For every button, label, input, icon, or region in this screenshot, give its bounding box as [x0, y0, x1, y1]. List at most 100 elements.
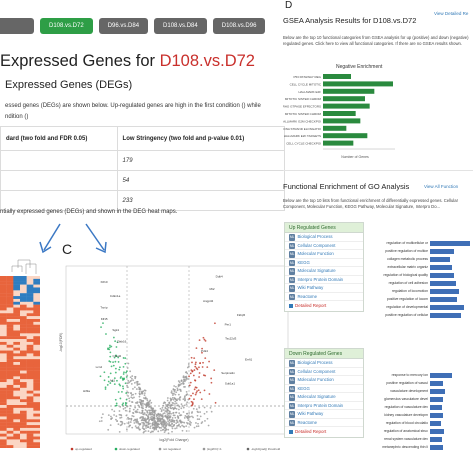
- go-category-link[interactable]: ML Molecular Function: [285, 250, 363, 259]
- go-bar-row: collagen metabolic process: [368, 256, 474, 264]
- volcano-point: [183, 379, 186, 381]
- go-category-link[interactable]: ML Cellular Component: [285, 368, 363, 376]
- volcano-point: [126, 386, 129, 389]
- volcano-point: [204, 357, 207, 360]
- volcano-point: [131, 401, 133, 403]
- volcano-point: [172, 412, 174, 415]
- volcano-point: [122, 365, 125, 368]
- category-label: Interpro Protein Domain: [297, 276, 344, 282]
- heatmap-cell: [33, 439, 40, 443]
- volcano-point: [109, 344, 111, 347]
- go-term-label: positive regulation of cellular: [385, 313, 428, 317]
- go-category-link[interactable]: ML Reactome: [285, 419, 363, 427]
- legend-swatch: [246, 447, 250, 451]
- volcano-point: [154, 409, 157, 412]
- go-category-link[interactable]: ML Wiki Pathway: [285, 410, 363, 419]
- volcano-point: [173, 389, 176, 392]
- gsea-detailed-report-link[interactable]: View Detailed Re: [434, 11, 469, 16]
- category-badge: ML: [289, 242, 296, 249]
- heatmap-cell: [33, 336, 40, 340]
- volcano-point: [192, 374, 195, 377]
- go-category-link[interactable]: ML Wiki Pathway: [285, 284, 363, 293]
- heatmap-cell: [13, 396, 21, 400]
- volcano-point: [178, 412, 181, 415]
- heatmap-cell: [6, 304, 14, 308]
- volcano-point: [199, 411, 201, 413]
- go-bar-row: regulation of developmental: [368, 304, 474, 312]
- go-bar-row: regulation of vasculature dev: [368, 404, 474, 412]
- gsea-category-label: HALLMARK G2M CHECKPOI: [283, 119, 321, 123]
- volcano-point: [168, 418, 171, 421]
- tab-d108-vs-d72[interactable]: D108.vs.D72: [40, 18, 93, 34]
- heatmap-cell: [13, 393, 21, 397]
- heatmap-cell: [20, 284, 27, 288]
- gsea-bar: [323, 88, 375, 94]
- volcano-point: [118, 383, 121, 386]
- go-category-link[interactable]: ML KEGG: [285, 385, 363, 393]
- go-category-link[interactable]: ML Molecular Function: [285, 376, 363, 385]
- legend-swatch: [158, 447, 162, 451]
- go-view-all-link[interactable]: View All Function: [424, 184, 459, 189]
- volcano-point: [140, 406, 143, 409]
- go-category-link[interactable]: ML Interpro Protein Domain: [285, 402, 363, 410]
- tab-0[interactable]: [0, 18, 34, 34]
- gsea-category-label: HALLMARK E2F: [298, 90, 321, 94]
- go-category-link[interactable]: ML Biological Process: [285, 233, 363, 242]
- tab-d108-vs-d96[interactable]: D108.vs.D96: [212, 18, 266, 34]
- heatmap-cell: [13, 379, 21, 383]
- heatmap-cell: [20, 410, 27, 414]
- deg-count-table: dard (two fold and FDR 0.05) Low Stringe…: [0, 126, 286, 211]
- volcano-point: [123, 422, 126, 425]
- go-category-link[interactable]: ML Cellular Component: [285, 242, 363, 250]
- volcano-point: [143, 392, 146, 395]
- volcano-point: [138, 395, 141, 398]
- legend-label: down-regulated: [119, 447, 140, 451]
- volcano-point: [146, 409, 148, 412]
- heatmap-cell: [33, 367, 40, 371]
- heatmap-cell: [33, 436, 40, 440]
- volcano-point: [145, 427, 147, 429]
- heatmap-cell: [20, 290, 27, 294]
- volcano-point: [115, 354, 117, 357]
- volcano-point: [126, 384, 128, 387]
- heatmap-cell: [33, 359, 40, 363]
- row-value[interactable]: 179: [116, 150, 286, 171]
- heatmap-cell: [0, 290, 7, 294]
- row-value[interactable]: 233: [116, 190, 286, 211]
- heatmap-cell: [6, 276, 14, 280]
- go-bar: [430, 265, 452, 270]
- go-category-link[interactable]: ML Molecular Signature: [285, 393, 363, 402]
- down-detailed-report-link[interactable]: Detailed Report: [285, 427, 363, 437]
- heatmap-cell: [20, 419, 27, 423]
- volcano-point: [185, 412, 188, 415]
- heatmap-cell: [33, 422, 40, 426]
- go-category-link[interactable]: ML Molecular Signature: [285, 267, 363, 276]
- volcano-point: [179, 396, 182, 398]
- tab-d108-vs-d84[interactable]: D108.vs.D84: [154, 18, 207, 34]
- heatmap-cell: [20, 313, 27, 317]
- volcano-point: [200, 422, 203, 425]
- heatmap-cell: [26, 353, 34, 357]
- go-category-link[interactable]: ML KEGG: [285, 259, 363, 267]
- tab-d96-vs-d84[interactable]: D96.vs.D84: [98, 18, 149, 34]
- row-value[interactable]: 54: [116, 170, 286, 191]
- heatmap-cell: [26, 442, 34, 446]
- volcano-point: [100, 420, 103, 422]
- up-report-label: Detailed Report: [295, 303, 327, 308]
- gene-label: Mt1: [110, 378, 115, 382]
- go-category-link[interactable]: ML Interpro Protein Domain: [285, 276, 363, 284]
- go-category-link[interactable]: ML Reactome: [285, 293, 363, 301]
- heatmap-cell: [33, 281, 40, 285]
- volcano-point: [197, 425, 200, 428]
- heatmap-cell: [6, 362, 14, 366]
- volcano-point: [196, 368, 199, 371]
- heatmap-cell: [33, 344, 40, 348]
- go-bar-row: positive regulation of vascul: [368, 380, 474, 388]
- volcano-point: [199, 391, 202, 394]
- volcano-point: [171, 427, 174, 430]
- volcano-point: [203, 389, 206, 392]
- heatmap-cell: [20, 384, 27, 388]
- go-category-link[interactable]: ML Biological Process: [285, 359, 363, 368]
- up-detailed-report-link[interactable]: Detailed Report: [285, 301, 363, 311]
- volcano-point: [166, 408, 168, 410]
